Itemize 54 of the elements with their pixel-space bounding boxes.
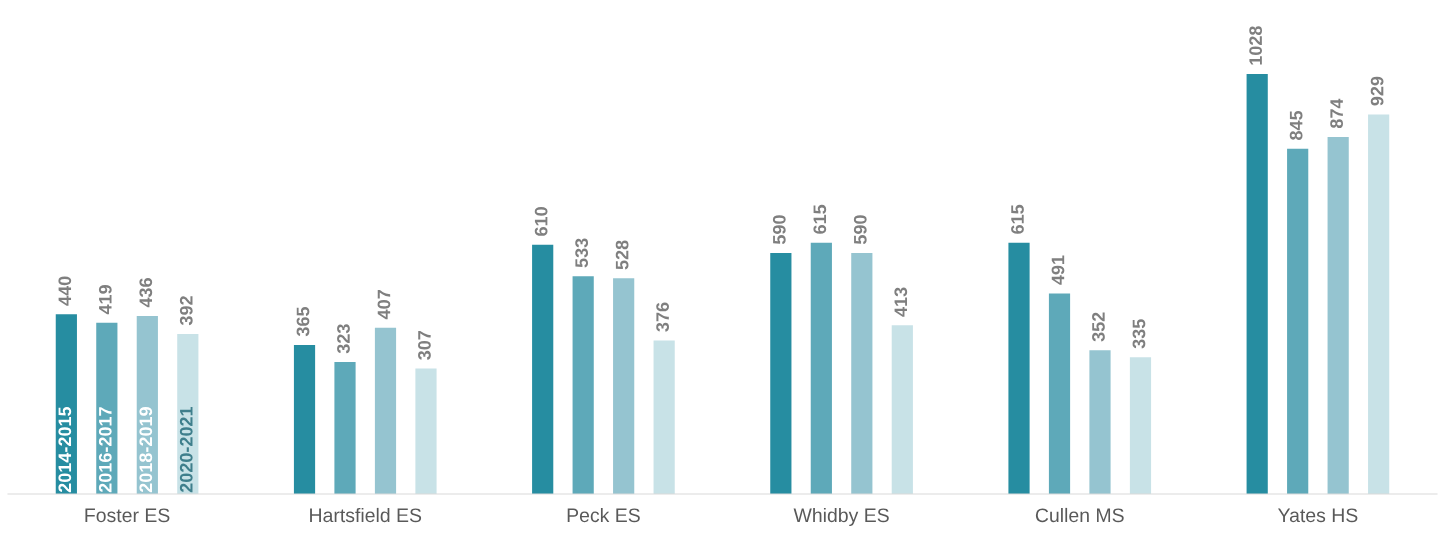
data-label: 874 xyxy=(1330,98,1344,129)
data-label: 352 xyxy=(1092,312,1105,342)
bar xyxy=(334,362,356,494)
data-label: 929 xyxy=(1370,76,1384,106)
data-label: 528 xyxy=(615,240,629,270)
x-tick-label: Cullen MS xyxy=(1035,507,1124,523)
bar xyxy=(572,276,594,494)
x-tick-label: Foster ES xyxy=(85,508,170,523)
data-label: 392 xyxy=(179,296,193,326)
data-label: 436 xyxy=(139,278,153,308)
bar xyxy=(1089,350,1111,494)
data-label: 1028 xyxy=(1249,26,1263,65)
bar xyxy=(1368,114,1390,494)
bar xyxy=(851,253,873,494)
bar xyxy=(1008,242,1030,494)
x-tick-label: Hartsfield ES xyxy=(310,507,422,523)
data-label: 615 xyxy=(813,204,827,234)
x-tick-label: Peck ES xyxy=(567,507,640,523)
data-label: 533 xyxy=(575,238,589,268)
bar xyxy=(1129,357,1152,494)
series-label: 2018-2019 xyxy=(139,407,153,493)
data-label: 491 xyxy=(1051,255,1065,285)
bar xyxy=(1246,74,1268,494)
data-label: 610 xyxy=(534,207,548,236)
data-label: 376 xyxy=(656,302,670,332)
data-label: 407 xyxy=(377,290,391,320)
data-label: 323 xyxy=(337,324,350,354)
bar xyxy=(1048,293,1071,494)
data-label: 335 xyxy=(1132,319,1146,349)
x-tick-label: Whidby ES xyxy=(793,507,889,527)
data-label: 615 xyxy=(1011,204,1024,234)
data-label: 365 xyxy=(296,306,310,337)
series-label: 2016-2017 xyxy=(98,407,112,493)
bar xyxy=(1327,136,1349,494)
bar xyxy=(293,344,316,494)
series-label: 2014-2015 xyxy=(58,406,72,493)
x-tick-label: Yates HS xyxy=(1277,508,1358,523)
bar xyxy=(653,340,675,494)
data-label: 845 xyxy=(1289,110,1303,140)
bar xyxy=(810,242,832,494)
data-label: 413 xyxy=(894,287,908,317)
data-label: 307 xyxy=(418,330,431,360)
data-label: 590 xyxy=(853,215,867,245)
bar xyxy=(415,368,437,494)
bar xyxy=(891,325,913,494)
data-label: 440 xyxy=(58,276,72,306)
bar xyxy=(532,244,554,494)
bar xyxy=(374,327,397,494)
bar xyxy=(1287,148,1309,494)
data-label: 590 xyxy=(772,215,786,245)
bar xyxy=(770,253,792,494)
series-label: 2020-2021 xyxy=(179,406,193,493)
data-label: 419 xyxy=(98,285,112,315)
bar xyxy=(613,278,635,494)
